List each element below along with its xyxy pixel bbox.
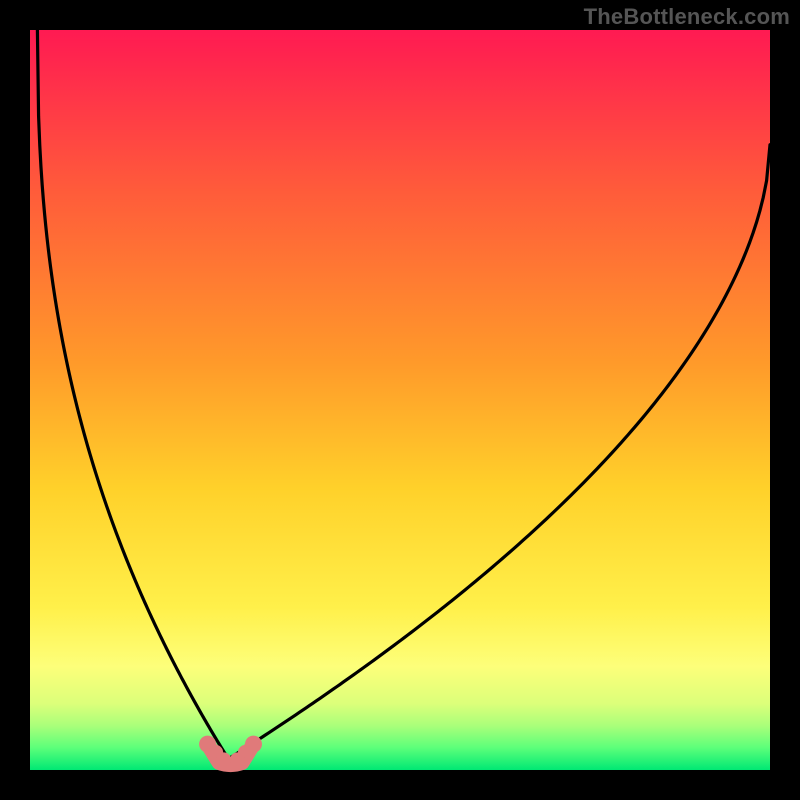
watermark-text: TheBottleneck.com: [584, 4, 790, 30]
chart-stage: TheBottleneck.com: [0, 0, 800, 800]
chart-svg: [0, 0, 800, 800]
